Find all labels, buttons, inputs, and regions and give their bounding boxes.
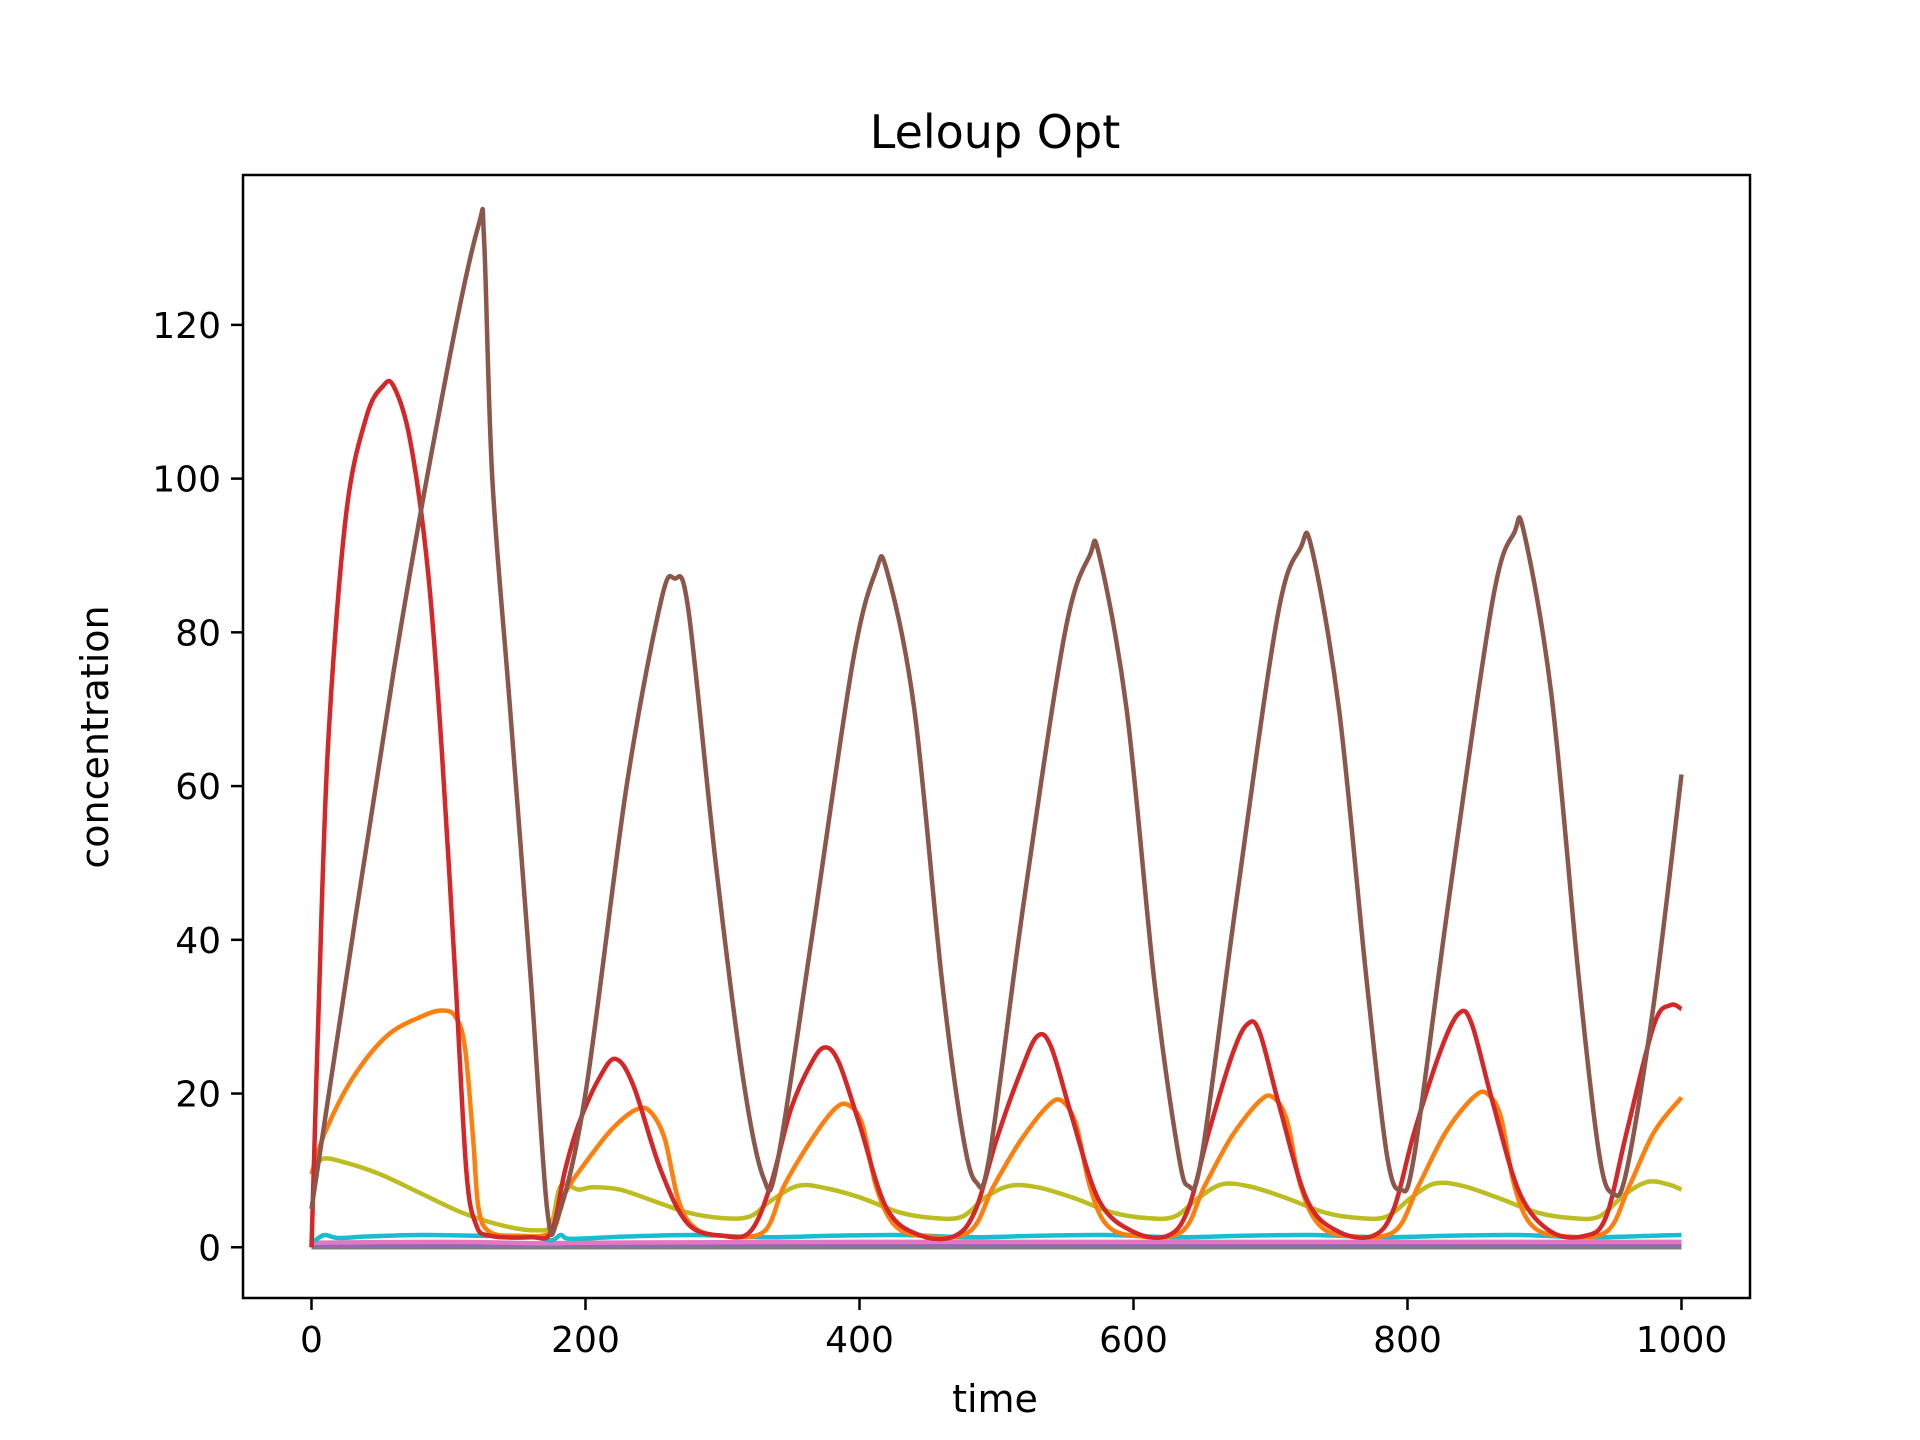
chart-title: Leloup Opt xyxy=(870,105,1120,159)
x-axis-label: time xyxy=(952,1377,1038,1421)
series-line-4 xyxy=(309,1156,1683,1233)
series-line-1 xyxy=(309,206,1684,1237)
x-tick-label: 200 xyxy=(551,1320,620,1361)
y-tick-label: 20 xyxy=(175,1075,221,1116)
series-layer xyxy=(309,206,1684,1250)
y-axis: 0 20 40 60 80 100 120 xyxy=(152,306,243,1269)
x-tick-label: 400 xyxy=(825,1320,894,1361)
x-tick-label: 600 xyxy=(1099,1320,1168,1361)
y-tick-label: 80 xyxy=(175,613,221,654)
x-axis: 0 200 400 600 800 1000 xyxy=(300,1298,1727,1361)
y-tick-label: 0 xyxy=(198,1228,221,1269)
plot-frame xyxy=(241,173,1752,1300)
x-tick-label: 1000 xyxy=(1636,1320,1728,1361)
y-tick-label: 100 xyxy=(152,460,221,501)
y-axis-label: concentration xyxy=(73,605,117,868)
series-line-6 xyxy=(311,1239,1682,1246)
x-tick-label: 0 xyxy=(300,1320,323,1361)
y-tick-label: 40 xyxy=(175,921,221,962)
y-tick-label: 60 xyxy=(175,767,221,808)
x-tick-label: 800 xyxy=(1373,1320,1442,1361)
series-line-2 xyxy=(309,378,1683,1248)
y-tick-label: 120 xyxy=(152,306,221,347)
series-line-5 xyxy=(310,1232,1682,1246)
